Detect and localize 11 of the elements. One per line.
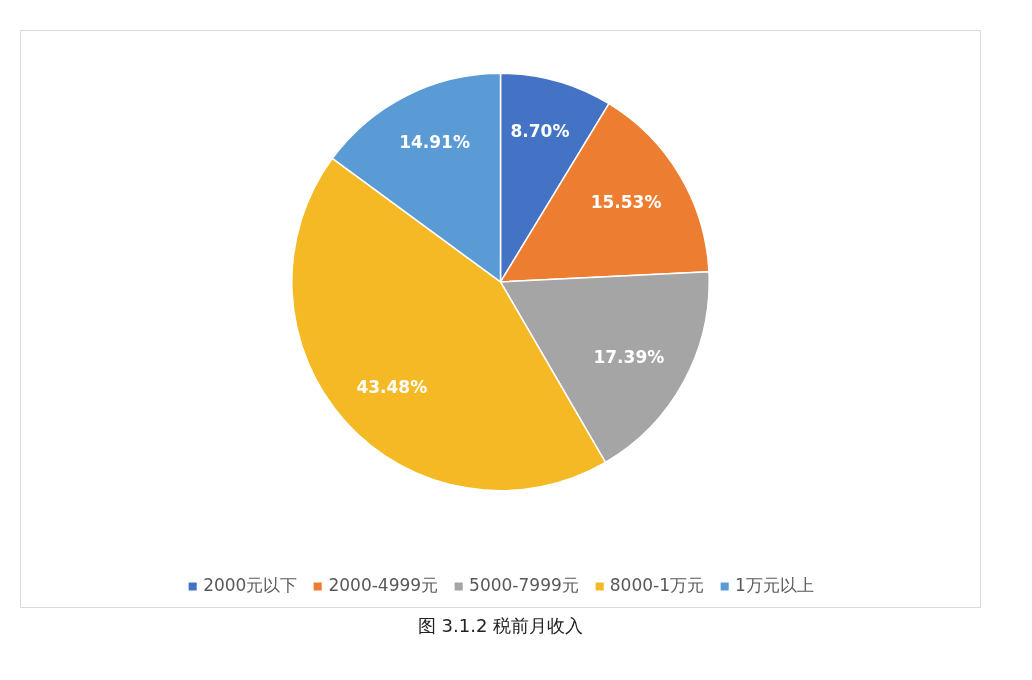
legend-label: 5000-7999元 — [469, 574, 579, 597]
legend-label: 2000元以下 — [203, 574, 298, 597]
data-label: 17.39% — [593, 346, 665, 367]
legend-label: 1万元以上 — [735, 574, 814, 597]
data-label: 14.91% — [399, 131, 470, 152]
legend-label: 2000-4999元 — [328, 574, 439, 597]
data-label: 43.48% — [356, 376, 428, 397]
data-label: 8.70% — [510, 120, 570, 141]
legend-label: 8000-1万元 — [609, 574, 704, 597]
caption: 图 3.1.2 税前月收入 — [417, 614, 584, 636]
data-label: 15.53% — [590, 191, 662, 212]
